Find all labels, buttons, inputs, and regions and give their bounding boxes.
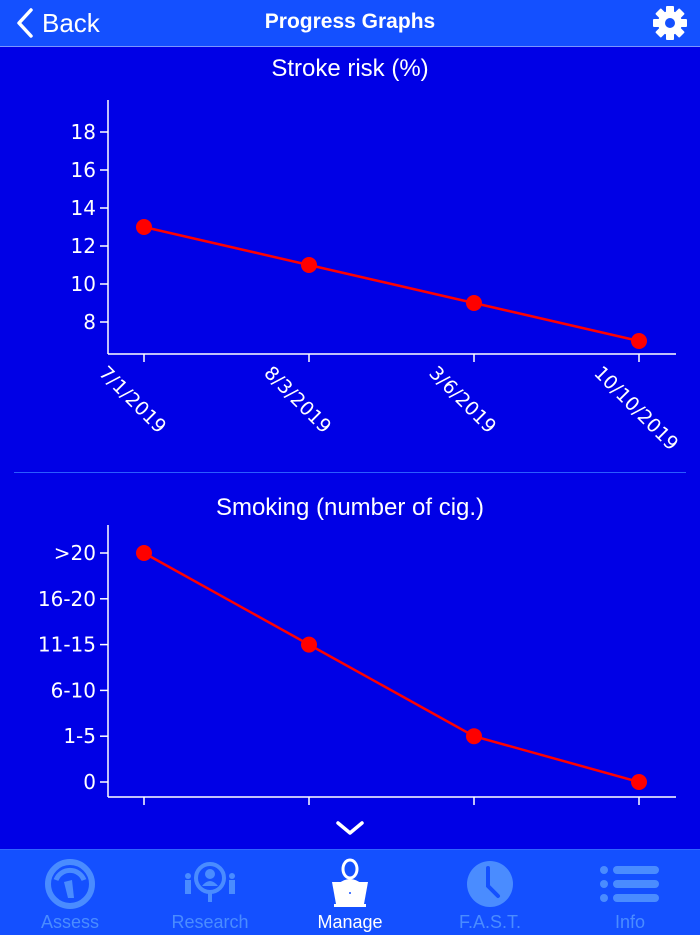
clock-icon — [467, 861, 513, 907]
data-point — [466, 728, 482, 745]
y-tick-label: >20 — [54, 541, 96, 565]
list-icon — [600, 866, 659, 902]
data-point — [136, 219, 152, 235]
tab-bar: Assess Research Manage F.A.S.T. Info — [0, 849, 700, 935]
gauge-icon — [45, 859, 95, 909]
data-point — [301, 636, 317, 653]
y-tick-label: 14 — [71, 196, 96, 220]
chevron-left-icon — [17, 8, 33, 38]
y-tick-label: 12 — [71, 234, 96, 258]
nav-bar: Back Progress Graphs — [0, 0, 700, 47]
back-button[interactable]: Back — [16, 6, 100, 40]
data-point — [631, 333, 647, 349]
y-tick-label: 0 — [83, 770, 96, 794]
tab-fast[interactable]: F.A.S.T. — [420, 850, 560, 935]
tab-label: Manage — [317, 912, 383, 932]
tab-label: Assess — [40, 912, 100, 932]
divider — [14, 472, 686, 473]
tab-assess[interactable]: Assess — [0, 850, 140, 935]
smoking-chart: 0 1-5 6-10 11-15 16-20 >20 — [38, 525, 676, 805]
tab-label: F.A.S.T. — [458, 912, 521, 932]
y-tick-label: 18 — [71, 120, 96, 144]
y-tick-label: 1-5 — [63, 724, 96, 748]
y-tick-label: 10 — [71, 272, 96, 296]
y-tick-label: 8 — [83, 310, 96, 334]
y-tick-label: 6-10 — [51, 678, 96, 702]
back-label: Back — [42, 7, 100, 38]
y-tick-label: 16 — [71, 158, 96, 182]
gear-icon[interactable] — [652, 5, 688, 41]
tab-info[interactable]: Info — [560, 850, 700, 935]
data-point — [301, 257, 317, 273]
data-point — [466, 295, 482, 311]
series-line — [143, 225, 640, 343]
tab-label: Research — [171, 912, 249, 932]
y-tick-label: 16-20 — [38, 587, 96, 611]
page-title: Progress Graphs — [264, 10, 436, 33]
tab-label: Info — [614, 912, 646, 932]
research-people-icon — [185, 862, 235, 902]
chevron-down-icon[interactable] — [334, 818, 366, 838]
y-tick-label: 11-15 — [38, 633, 96, 657]
data-point — [631, 774, 647, 790]
series-line — [143, 551, 640, 784]
tab-research[interactable]: Research — [140, 850, 280, 935]
data-point — [136, 545, 152, 561]
tab-manage[interactable]: Manage — [280, 850, 420, 935]
person-laptop-icon — [332, 858, 368, 907]
stroke-risk-title: Stroke risk (%) — [271, 55, 429, 82]
smoking-title: Smoking (number of cig.) — [215, 494, 485, 521]
